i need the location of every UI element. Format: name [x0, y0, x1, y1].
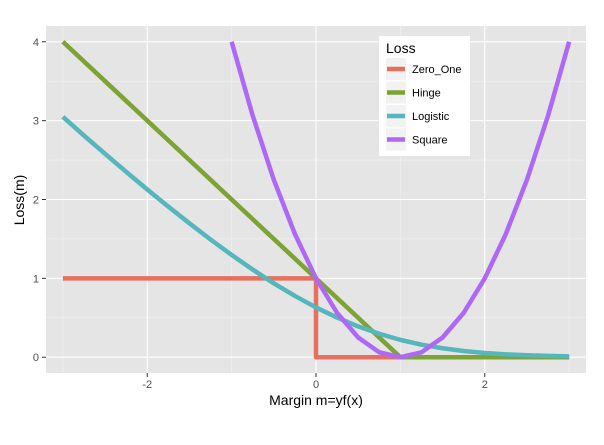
x-tick-label: 0: [313, 379, 319, 391]
y-tick-label: 4: [33, 37, 39, 49]
series-layer: [61, 40, 572, 360]
legend-title: Loss: [386, 40, 416, 56]
legend-items: Zero_One Hinge Logistic Square: [386, 58, 462, 151]
legend: Loss Zero_One Hinge Logistic Square: [379, 36, 470, 156]
legend-label-logistic: Logistic: [412, 111, 450, 123]
x-axis-ticks: -2 0 2: [142, 373, 488, 391]
series-line-logistic: [61, 115, 570, 359]
legend-label-square: Square: [412, 135, 447, 147]
y-tick-label: 3: [33, 116, 39, 128]
x-axis-title: Margin m=yf(x): [269, 392, 363, 408]
series-line-square: [229, 41, 572, 360]
y-axis-title: Loss(m): [11, 175, 27, 226]
legend-label-hinge: Hinge: [412, 88, 441, 100]
y-tick-label: 2: [33, 195, 39, 207]
x-tick-label: -2: [142, 379, 152, 391]
x-tick-label: 2: [482, 379, 488, 391]
legend-label-zero-one: Zero_One: [412, 64, 462, 76]
y-tick-label: 0: [33, 352, 39, 364]
y-axis-ticks: 0 1 2 3 4: [33, 37, 46, 364]
y-tick-label: 1: [33, 273, 39, 285]
